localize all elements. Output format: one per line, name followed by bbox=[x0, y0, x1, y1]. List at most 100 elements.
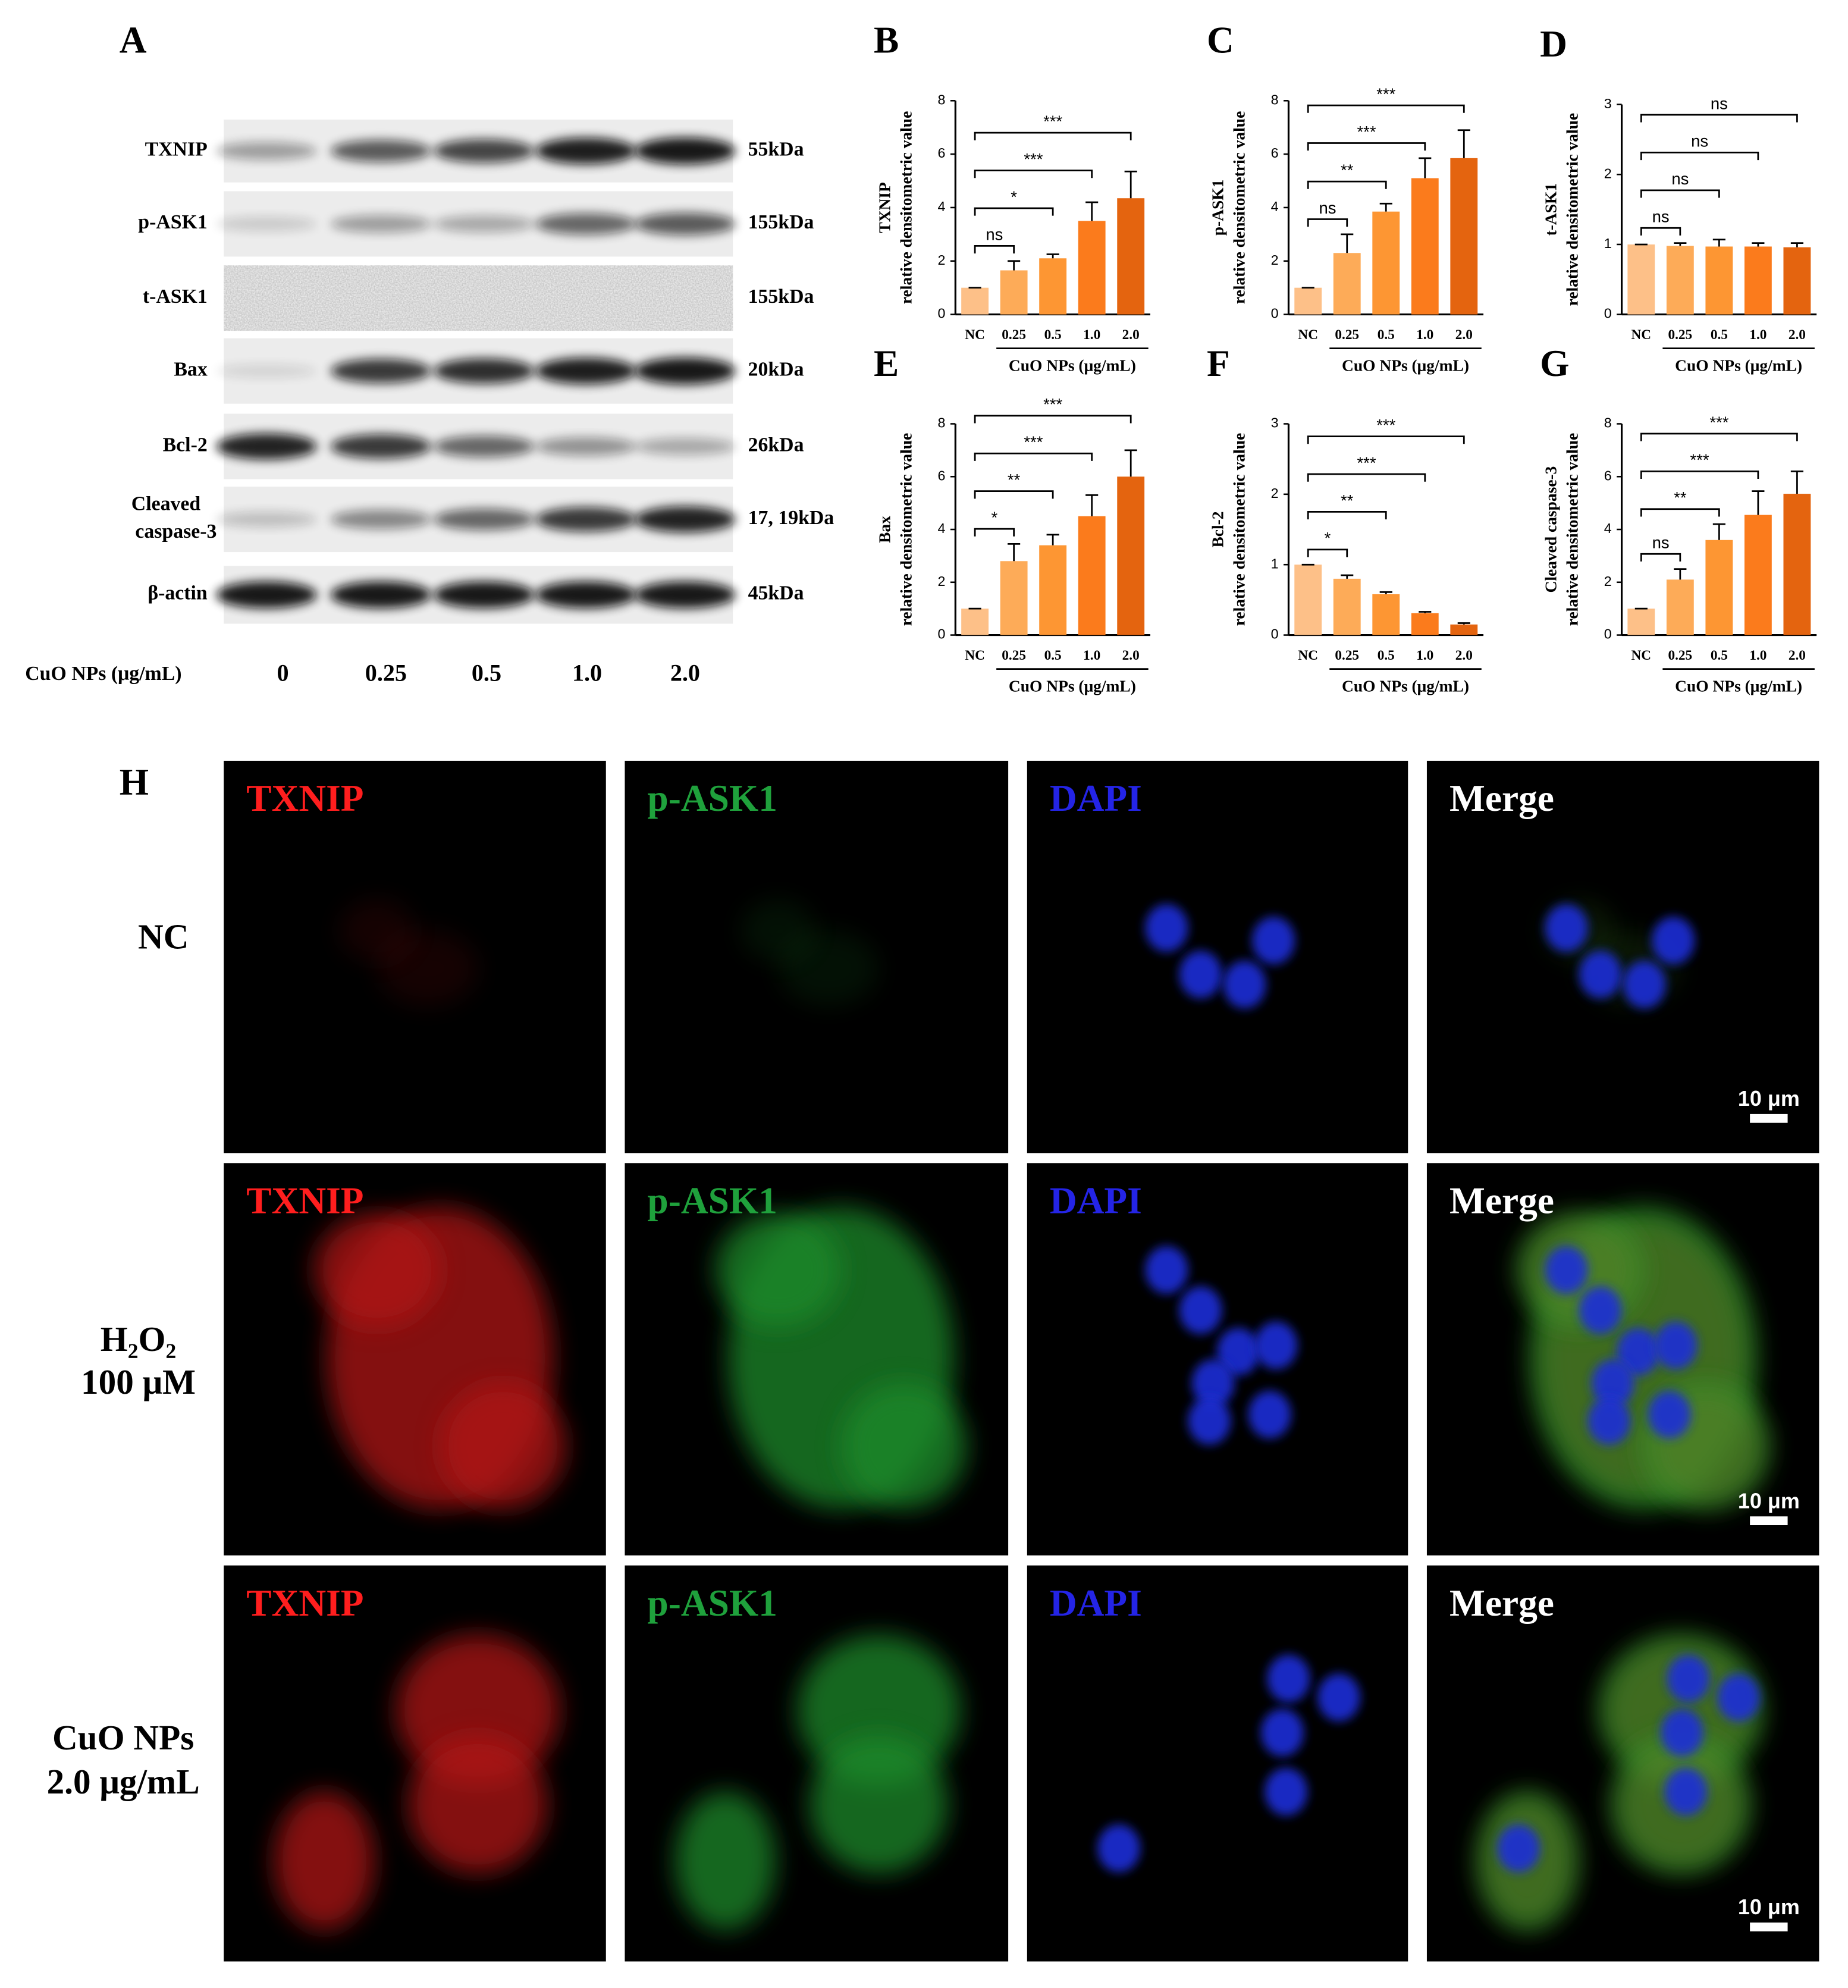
blot-band bbox=[434, 139, 535, 163]
blot-band bbox=[216, 363, 317, 378]
micrograph bbox=[1027, 1565, 1408, 1962]
scale-bar-label: 10 μm bbox=[1738, 1488, 1800, 1513]
significance-label: *** bbox=[1043, 395, 1062, 413]
error-bar bbox=[1419, 157, 1432, 178]
x-tick-label: 1.0 bbox=[1749, 327, 1767, 343]
significance-label: ns bbox=[1652, 534, 1670, 552]
nucleus bbox=[1223, 960, 1266, 1009]
y-axis-label: Bcl-2 bbox=[1209, 512, 1226, 548]
size-label: 155kDa bbox=[748, 286, 814, 308]
significance-label: *** bbox=[1024, 433, 1043, 451]
blot-band bbox=[330, 581, 431, 609]
bar bbox=[1000, 561, 1028, 635]
blot-band bbox=[330, 215, 431, 233]
y-axis-label: relative densitometric value bbox=[897, 111, 915, 304]
nucleus bbox=[1265, 1767, 1308, 1816]
cytoplasm-signal bbox=[797, 1634, 961, 1786]
cytoplasm-signal bbox=[396, 1634, 560, 1786]
blot-band bbox=[216, 216, 317, 231]
blot-band bbox=[635, 438, 736, 455]
y-tick-label: 2 bbox=[1271, 485, 1279, 501]
significance-bracket bbox=[974, 245, 1015, 254]
y-tick-label: 4 bbox=[938, 520, 946, 536]
x-tick-label: 1.0 bbox=[1416, 648, 1433, 663]
panel-label: C bbox=[1207, 20, 1234, 61]
significance-label: ** bbox=[1008, 471, 1021, 489]
y-tick-label: 0 bbox=[1604, 306, 1612, 321]
condition-label: NC bbox=[138, 917, 189, 957]
cytoplasm-signal bbox=[274, 1792, 375, 1930]
significance-bracket bbox=[1307, 548, 1348, 557]
significance-bracket bbox=[1640, 432, 1798, 441]
channel-label: TXNIP bbox=[246, 777, 363, 819]
nucleus bbox=[1317, 1673, 1360, 1722]
cytoplasm-signal bbox=[339, 899, 415, 962]
nucleus bbox=[1267, 1654, 1310, 1703]
panel-label: B bbox=[874, 20, 899, 61]
scale-bar-label: 10 μm bbox=[1738, 1895, 1800, 1919]
bar bbox=[1627, 609, 1655, 635]
x-tick-label: 0.5 bbox=[1378, 327, 1395, 343]
significance-label: * bbox=[992, 508, 998, 526]
channel-label: Merge bbox=[1449, 777, 1554, 819]
y-tick-label: 8 bbox=[1604, 415, 1612, 431]
error-bar bbox=[1046, 253, 1059, 259]
x-axis-label: CuO NPs (μg/mL) bbox=[1342, 678, 1469, 695]
blot-band bbox=[434, 358, 535, 384]
bar bbox=[1666, 579, 1694, 635]
error-bar bbox=[1457, 622, 1470, 625]
significance-label: ns bbox=[1691, 132, 1708, 150]
significance-bracket bbox=[974, 131, 1132, 140]
x-tick-label: 0.25 bbox=[1335, 648, 1359, 663]
bar bbox=[1294, 287, 1322, 315]
micrograph bbox=[625, 1565, 1009, 1962]
channel-label: DAPI bbox=[1050, 777, 1142, 819]
error-bar bbox=[1008, 260, 1021, 271]
nucleus bbox=[1216, 1328, 1260, 1376]
y-axis-label: relative densitometric value bbox=[1230, 433, 1248, 626]
y-tick-label: 8 bbox=[1271, 92, 1279, 107]
blot-band bbox=[635, 212, 736, 236]
bar bbox=[1627, 244, 1655, 315]
significance-label: ns bbox=[1652, 208, 1670, 226]
nucleus bbox=[1545, 904, 1588, 952]
condition-label: H₂O₂ bbox=[101, 1319, 177, 1359]
x-axis-label: CuO NPs (μg/mL) bbox=[1009, 357, 1136, 375]
error-bar bbox=[1790, 242, 1803, 247]
blot-band bbox=[635, 506, 736, 533]
panel-label: H bbox=[120, 761, 149, 803]
significance-bracket bbox=[1640, 508, 1720, 517]
x-tick-label: 1.0 bbox=[1083, 327, 1100, 343]
significance-label: *** bbox=[1357, 123, 1376, 141]
size-label: 26kDa bbox=[748, 434, 804, 456]
bar bbox=[1705, 246, 1733, 315]
significance-bracket bbox=[974, 415, 1132, 424]
bar bbox=[1294, 565, 1322, 635]
significance-bracket bbox=[1307, 218, 1348, 227]
x-tick-label: NC bbox=[1298, 648, 1318, 663]
error-bar bbox=[1790, 471, 1803, 494]
y-tick-label: 2 bbox=[938, 252, 946, 268]
blot-band bbox=[535, 581, 636, 609]
y-tick-label: 4 bbox=[1271, 199, 1279, 214]
significance-label: ns bbox=[1711, 94, 1728, 112]
error-bar bbox=[1124, 449, 1137, 477]
blot-band bbox=[216, 581, 317, 609]
blot-band bbox=[434, 581, 535, 609]
significance-bracket bbox=[974, 490, 1054, 499]
bar bbox=[1783, 494, 1811, 635]
significance-label: ** bbox=[1341, 161, 1354, 179]
nucleus bbox=[1623, 960, 1666, 1009]
blot-band bbox=[330, 140, 431, 162]
x-tick-label: 0.5 bbox=[1711, 648, 1728, 663]
cytoplasm-signal bbox=[810, 1735, 948, 1874]
significance-bracket bbox=[1640, 227, 1681, 236]
y-tick-label: 1 bbox=[1604, 236, 1612, 251]
significance-label: * bbox=[1011, 187, 1017, 206]
error-bar bbox=[1674, 242, 1687, 246]
y-tick-label: 2 bbox=[1604, 165, 1612, 181]
y-tick-label: 4 bbox=[1604, 520, 1612, 536]
x-tick-label: 1.0 bbox=[1749, 648, 1767, 663]
nucleus bbox=[1667, 1654, 1710, 1703]
